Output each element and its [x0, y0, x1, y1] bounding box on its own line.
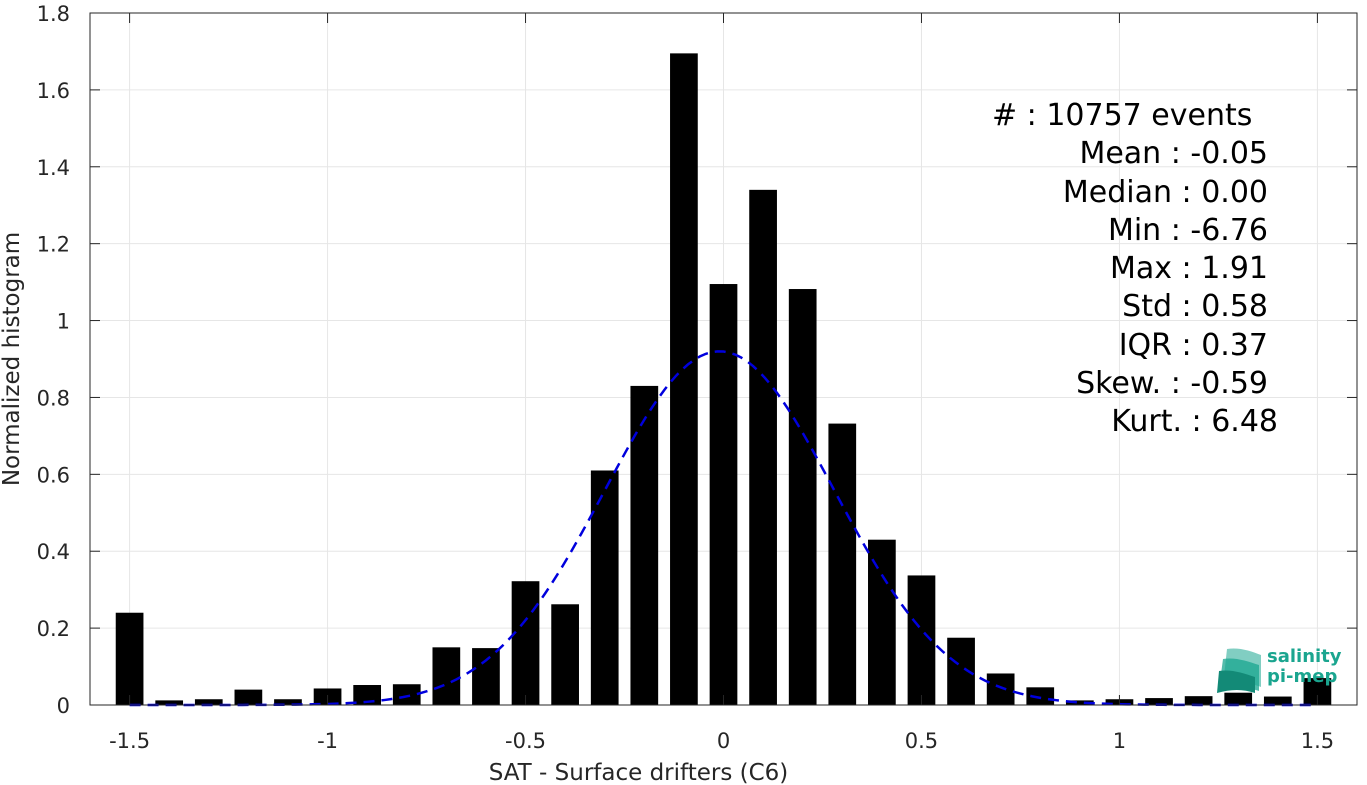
- gaussian-fit-curve: [129, 350, 1318, 707]
- bar-12: [590, 470, 619, 705]
- bar-7: [392, 684, 421, 705]
- stat-mean: Mean : -0.05: [1079, 136, 1268, 172]
- y-tick-label-9: 1.8: [37, 2, 70, 26]
- logo-text-line1: salinity: [1267, 646, 1342, 667]
- y-tick-label-1: 0.2: [37, 617, 70, 641]
- y-tick-label-3: 0.6: [37, 463, 70, 487]
- bar-1: [155, 700, 184, 705]
- x-tick-label-1: -1: [317, 729, 338, 753]
- bar-27: [1184, 696, 1213, 705]
- bar-28: [1224, 692, 1253, 705]
- bar-13: [630, 385, 659, 705]
- stat-events: # : 10757 events: [992, 98, 1253, 133]
- bar-29: [1263, 696, 1292, 705]
- y-tick-label-0: 0: [57, 694, 70, 718]
- bar-19: [868, 539, 896, 705]
- bar-2: [194, 699, 223, 705]
- x-tick-label-3: 0: [717, 729, 730, 753]
- bar-24: [1065, 700, 1094, 705]
- y-tick-label-4: 0.8: [37, 386, 70, 410]
- bar-16: [749, 189, 777, 705]
- y-axis-label: Normalized histogram: [0, 232, 25, 486]
- y-axis-ticks: 0 0.2 0.4 0.6 0.8 1 1.2 1.4 1.6 1.8: [37, 2, 1357, 718]
- stat-skewness: Skew. : -0.59: [1076, 366, 1268, 402]
- bar-11: [551, 604, 579, 705]
- bar-15: [709, 284, 738, 705]
- salinity-pi-mep-logo: salinity pi-mep: [1217, 647, 1347, 693]
- x-tick-label-0: -1.5: [109, 729, 150, 753]
- bar-23: [1026, 687, 1055, 705]
- x-tick-label-6: 1.5: [1301, 729, 1334, 753]
- bar-8: [432, 647, 461, 705]
- bar-17: [788, 289, 817, 705]
- stat-kurtosis: Kurt. : 6.48: [1111, 404, 1278, 440]
- bar-0: [115, 612, 144, 705]
- bar-9: [472, 648, 500, 705]
- stat-std: Std : 0.58: [1122, 289, 1268, 325]
- y-tick-label-8: 1.6: [37, 79, 70, 103]
- y-tick-label-2: 0.4: [37, 540, 70, 564]
- stat-median: Median : 0.00: [1062, 174, 1268, 210]
- x-axis-label: SAT - Surface drifters (C6): [489, 760, 789, 785]
- wave-logo-icon: [1217, 648, 1261, 693]
- bar-10: [511, 581, 540, 705]
- y-tick-label-6: 1.2: [37, 233, 70, 257]
- bar-26: [1145, 698, 1173, 705]
- stat-min: Min : -6.76: [1107, 212, 1268, 248]
- logo-text-line2: pi-mep: [1267, 666, 1338, 687]
- bar-4: [274, 699, 302, 705]
- x-axis-ticks: -1.5 -1 -0.5 0 0.5 1 1.5: [109, 13, 1334, 753]
- bar-3: [234, 689, 263, 705]
- stat-iqr: IQR : 0.37: [1118, 327, 1268, 363]
- bar-22: [986, 673, 1015, 705]
- bar-18: [828, 423, 857, 705]
- x-tick-label-2: -0.5: [505, 729, 546, 753]
- x-tick-label-5: 1: [1113, 729, 1126, 753]
- y-tick-label-7: 1.4: [37, 156, 70, 180]
- y-tick-label-5: 1: [57, 310, 70, 334]
- stat-max: Max : 1.91: [1110, 251, 1268, 287]
- statistics-annotation: # : 10757 events Mean : -0.05 Median : 0…: [960, 97, 1278, 442]
- x-tick-label-4: 0.5: [905, 729, 938, 753]
